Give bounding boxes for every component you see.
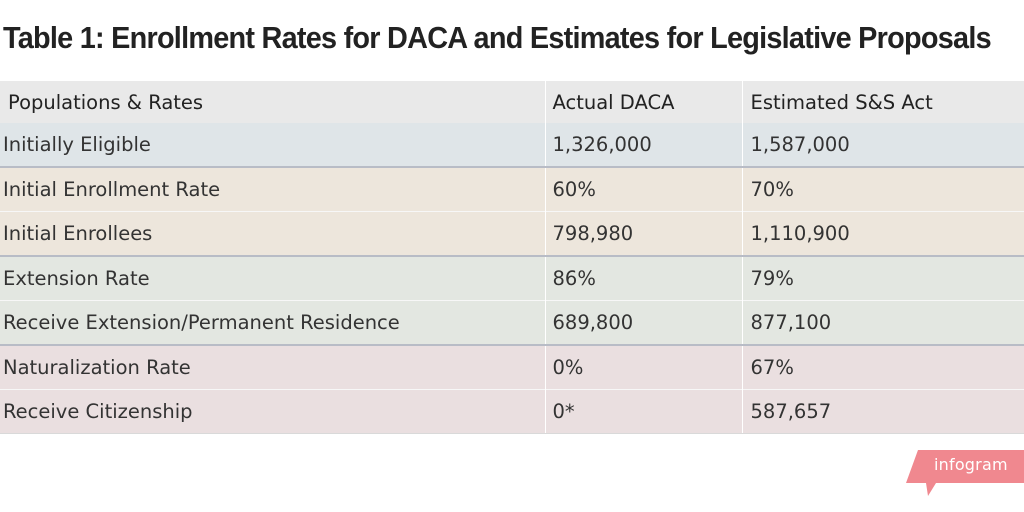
actual-daca-value: 60%	[545, 166, 743, 212]
actual-daca-value: 0%	[545, 344, 743, 390]
actual-daca-value: 798,980	[545, 211, 743, 256]
row-label: Extension Rate	[0, 255, 546, 301]
estimated-ss-act-value: 67%	[742, 344, 1024, 390]
row-label: Receive Extension/Permanent Residence	[0, 300, 546, 345]
table-row: Initial Enrollment Rate 60% 70%	[0, 166, 1024, 212]
table-row: Initially Eligible 1,326,000 1,587,000	[0, 123, 1024, 167]
infogram-logo-link[interactable]: infogram	[906, 450, 1024, 498]
column-header-actual-daca: Actual DACA	[545, 81, 743, 123]
estimated-ss-act-value: 79%	[742, 255, 1024, 301]
infogram-badge-icon	[906, 450, 1024, 496]
data-table: Populations & Rates Actual DACA Estimate…	[0, 81, 1024, 434]
estimated-ss-act-value: 587,657	[742, 389, 1024, 434]
estimated-ss-act-value: 1,110,900	[742, 211, 1024, 256]
row-label: Initial Enrollment Rate	[0, 166, 546, 212]
table-row: Receive Citizenship 0* 587,657	[0, 389, 1024, 434]
actual-daca-value: 689,800	[545, 300, 743, 345]
estimated-ss-act-value: 1,587,000	[742, 123, 1024, 167]
column-header-estimated-ss-act: Estimated S&S Act	[742, 81, 1024, 123]
row-label: Initial Enrollees	[0, 211, 546, 256]
actual-daca-value: 86%	[545, 255, 743, 301]
row-label: Naturalization Rate	[0, 344, 546, 390]
table-row: Naturalization Rate 0% 67%	[0, 344, 1024, 390]
table-header-row: Populations & Rates Actual DACA Estimate…	[0, 81, 1024, 123]
infogram-label: infogram	[934, 455, 1008, 474]
actual-daca-value: 1,326,000	[545, 123, 743, 167]
row-label: Receive Citizenship	[0, 389, 546, 434]
table-row: Receive Extension/Permanent Residence 68…	[0, 300, 1024, 345]
table-row: Extension Rate 86% 79%	[0, 255, 1024, 301]
chart-title: Table 1: Enrollment Rates for DACA and E…	[3, 20, 992, 55]
table-row: Initial Enrollees 798,980 1,110,900	[0, 211, 1024, 256]
estimated-ss-act-value: 877,100	[742, 300, 1024, 345]
actual-daca-value: 0*	[545, 389, 743, 434]
row-label: Initially Eligible	[0, 123, 546, 167]
estimated-ss-act-value: 70%	[742, 166, 1024, 212]
column-header-populations: Populations & Rates	[0, 81, 546, 123]
